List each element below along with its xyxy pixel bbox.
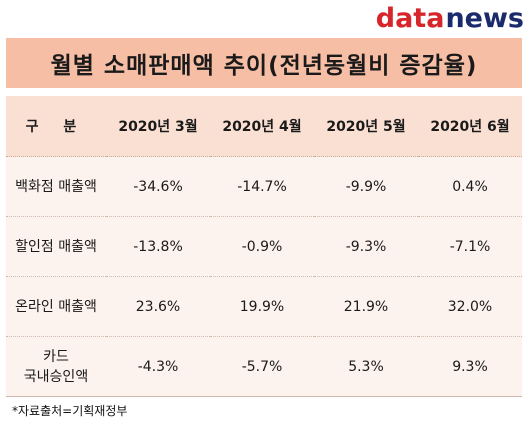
table-cell: 19.9% bbox=[210, 276, 314, 337]
chart-title: 월별 소매판매액 추이(전년동월비 증감율) bbox=[50, 53, 478, 79]
logo-text-red: data bbox=[375, 3, 445, 34]
table-header-row: 구 분 2020년 3월 2020년 4월 2020년 5월 2020년 6월 bbox=[6, 96, 522, 157]
row-label: 할인점 매출액 bbox=[6, 216, 106, 277]
table-row: 백화점 매출액 -34.6% -14.7% -9.9% 0.4% bbox=[6, 156, 522, 217]
table-cell: -5.7% bbox=[210, 336, 314, 397]
row-label-line: 국내승인액 bbox=[23, 368, 89, 385]
table-cell: -0.9% bbox=[210, 216, 314, 277]
chart-title-bar: 월별 소매판매액 추이(전년동월비 증감율) bbox=[6, 38, 522, 88]
table-row: 온라인 매출액 23.6% 19.9% 21.9% 32.0% bbox=[6, 276, 522, 337]
table-cell: -7.1% bbox=[418, 216, 522, 277]
row-label: 온라인 매출액 bbox=[6, 276, 106, 337]
source-footnote: *자료출처=기획재정부 bbox=[12, 404, 128, 418]
table-cell: 0.4% bbox=[418, 156, 522, 217]
column-header: 2020년 3월 bbox=[106, 96, 210, 157]
datanews-logo: data news bbox=[376, 4, 524, 34]
row-label: 백화점 매출액 bbox=[6, 156, 106, 217]
column-header: 2020년 6월 bbox=[418, 96, 522, 157]
logo-text-blue: news bbox=[445, 3, 524, 34]
row-label: 카드 국내승인액 bbox=[6, 336, 106, 397]
table-cell: -9.9% bbox=[314, 156, 418, 217]
table-cell: -14.7% bbox=[210, 156, 314, 217]
column-header: 구 분 bbox=[6, 96, 106, 157]
table-cell: -34.6% bbox=[106, 156, 210, 217]
table-cell: -13.8% bbox=[106, 216, 210, 277]
table-cell: -9.3% bbox=[314, 216, 418, 277]
table-row: 카드 국내승인액 -4.3% -5.7% 5.3% 9.3% bbox=[6, 336, 522, 397]
table-cell: 23.6% bbox=[106, 276, 210, 337]
column-header: 2020년 4월 bbox=[210, 96, 314, 157]
column-header: 2020년 5월 bbox=[314, 96, 418, 157]
table-cell: 5.3% bbox=[314, 336, 418, 397]
table-cell: -4.3% bbox=[106, 336, 210, 397]
table-cell: 21.9% bbox=[314, 276, 418, 337]
table-row: 할인점 매출액 -13.8% -0.9% -9.3% -7.1% bbox=[6, 216, 522, 277]
retail-sales-table: 구 분 2020년 3월 2020년 4월 2020년 5월 2020년 6월 … bbox=[6, 96, 522, 397]
row-label-line: 카드 bbox=[43, 348, 69, 365]
table-cell: 32.0% bbox=[418, 276, 522, 337]
table-cell: 9.3% bbox=[418, 336, 522, 397]
